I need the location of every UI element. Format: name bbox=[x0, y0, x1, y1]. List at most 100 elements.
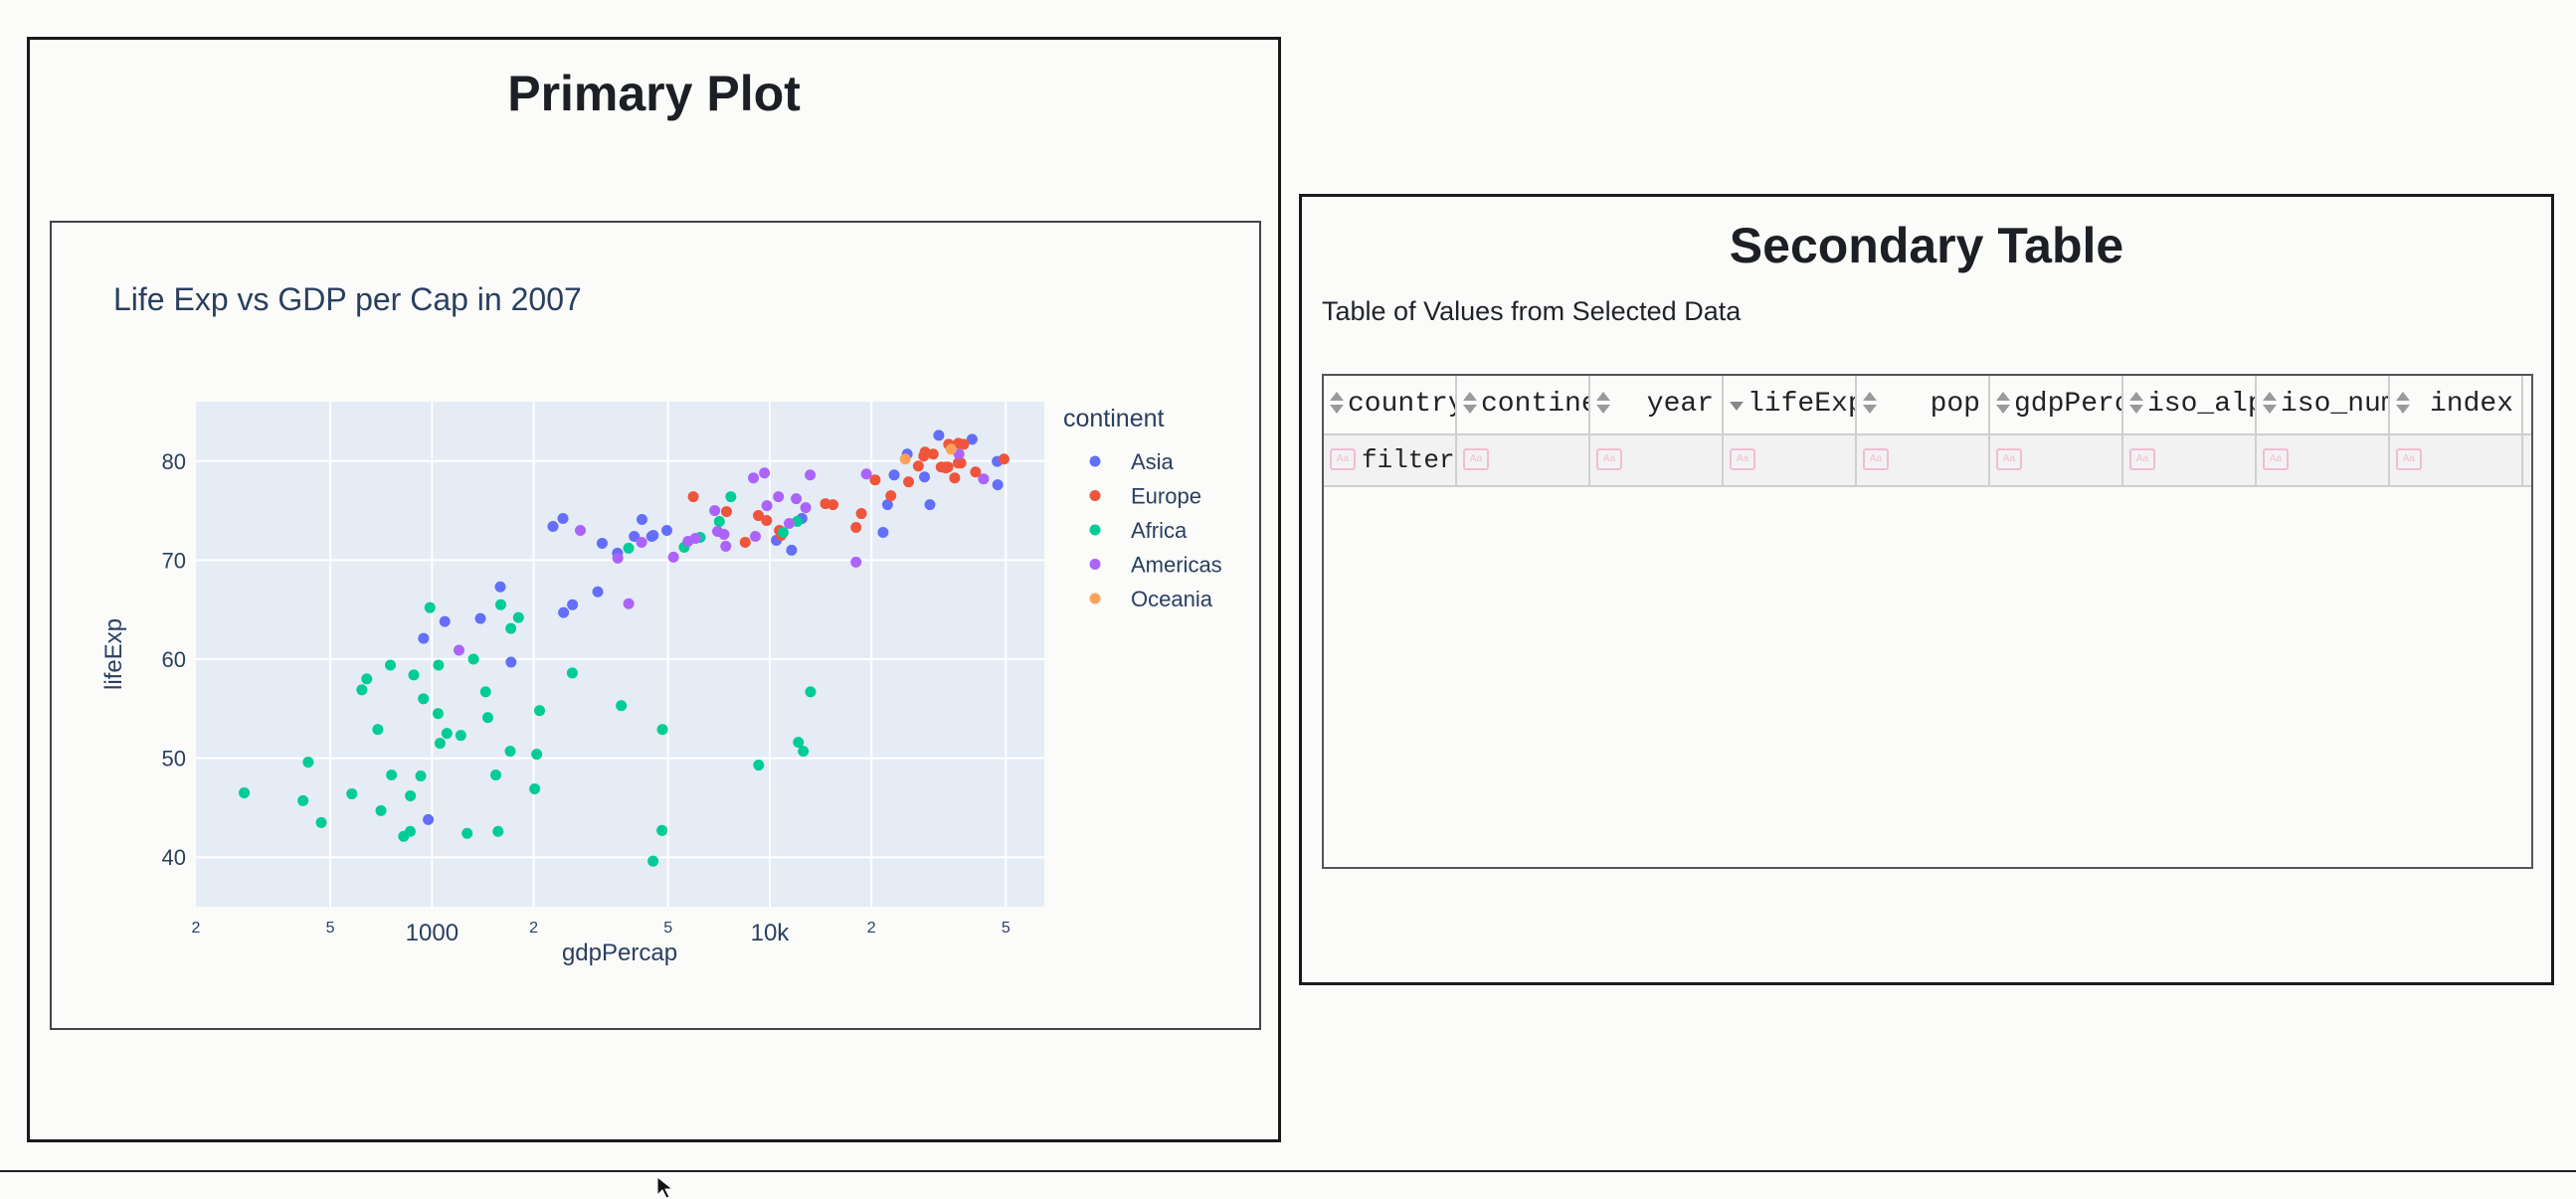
scatter-chart-svg[interactable]: Life Exp vs GDP per Cap in 2007 2 5 1000 2 5… bbox=[52, 223, 1259, 1028]
data-point-africa[interactable] bbox=[385, 659, 397, 671]
data-point-africa[interactable] bbox=[405, 789, 417, 801]
data-point-asia[interactable] bbox=[494, 581, 506, 593]
column-header-country[interactable]: country bbox=[1324, 376, 1457, 433]
data-point-africa[interactable] bbox=[372, 724, 384, 736]
data-point-africa[interactable] bbox=[404, 825, 416, 837]
column-header-iso-num[interactable]: iso_num bbox=[2257, 376, 2390, 433]
data-point-africa[interactable] bbox=[793, 737, 805, 749]
legend-marker-africa[interactable] bbox=[1089, 524, 1101, 536]
data-point-europe[interactable] bbox=[912, 460, 924, 472]
data-point-europe[interactable] bbox=[919, 446, 931, 458]
case-sensitive-icon[interactable]: Aa bbox=[1596, 448, 1622, 470]
data-point-europe[interactable] bbox=[903, 476, 915, 488]
data-point-asia[interactable] bbox=[557, 513, 569, 525]
data-point-americas[interactable] bbox=[759, 467, 771, 479]
data-point-americas[interactable] bbox=[860, 468, 872, 480]
data-point-africa[interactable] bbox=[375, 804, 387, 816]
data-point-americas[interactable] bbox=[682, 535, 694, 547]
data-point-africa[interactable] bbox=[415, 771, 427, 782]
data-point-africa[interactable] bbox=[623, 542, 635, 554]
data-point-africa[interactable] bbox=[647, 855, 659, 867]
legend-marker-asia[interactable] bbox=[1089, 455, 1101, 467]
sort-icon[interactable] bbox=[1996, 392, 2010, 418]
data-point-americas[interactable] bbox=[850, 556, 862, 568]
data-point-africa[interactable] bbox=[424, 601, 436, 613]
data-point-americas[interactable] bbox=[953, 448, 965, 460]
data-point-asia[interactable] bbox=[547, 521, 559, 533]
data-point-asia[interactable] bbox=[992, 479, 1004, 491]
data-point-asia[interactable] bbox=[933, 429, 945, 441]
sort-icon[interactable] bbox=[1863, 392, 1877, 418]
data-point-africa[interactable] bbox=[356, 684, 368, 696]
data-point-asia[interactable] bbox=[567, 599, 579, 610]
data-point-americas[interactable] bbox=[720, 540, 732, 552]
data-point-africa[interactable] bbox=[361, 673, 373, 685]
filter-cell-year[interactable]: Aa bbox=[1590, 435, 1724, 485]
case-sensitive-icon[interactable]: Aa bbox=[1463, 448, 1489, 470]
plot-area[interactable] bbox=[196, 402, 1044, 907]
case-sensitive-icon[interactable]: Aa bbox=[2263, 448, 2289, 470]
case-sensitive-icon[interactable]: Aa bbox=[1330, 448, 1356, 470]
data-point-africa[interactable] bbox=[467, 653, 479, 665]
data-point-europe[interactable] bbox=[998, 453, 1010, 465]
data-point-asia[interactable] bbox=[636, 514, 647, 526]
data-point-asia[interactable] bbox=[474, 612, 486, 624]
sort-icon[interactable] bbox=[1330, 392, 1344, 418]
column-header-continent[interactable]: continent bbox=[1457, 376, 1590, 433]
legend-marker-europe[interactable] bbox=[1089, 490, 1101, 501]
data-point-europe[interactable] bbox=[970, 466, 982, 478]
legend[interactable]: Asia Europe Africa Americas Oceania bbox=[1089, 449, 1222, 611]
case-sensitive-icon[interactable]: Aa bbox=[1996, 448, 2022, 470]
data-point-africa[interactable] bbox=[725, 491, 737, 503]
data-point-africa[interactable] bbox=[534, 705, 546, 717]
data-point-africa[interactable] bbox=[504, 746, 516, 758]
data-point-europe[interactable] bbox=[850, 522, 862, 534]
data-points[interactable] bbox=[239, 429, 1010, 867]
data-point-americas[interactable] bbox=[773, 491, 785, 503]
column-header-index[interactable]: index bbox=[2390, 376, 2523, 433]
sort-icon[interactable] bbox=[1463, 392, 1477, 418]
data-point-europe[interactable] bbox=[761, 515, 773, 527]
column-header-pop[interactable]: pop bbox=[1857, 376, 1990, 433]
data-point-asia[interactable] bbox=[877, 526, 889, 538]
data-point-americas[interactable] bbox=[783, 518, 795, 530]
data-point-europe[interactable] bbox=[949, 472, 961, 484]
legend-item-europe[interactable]: Europe bbox=[1131, 484, 1201, 509]
data-point-americas[interactable] bbox=[574, 524, 586, 536]
scatter-graph[interactable]: Life Exp vs GDP per Cap in 2007 2 5 1000 2 5… bbox=[50, 221, 1261, 1030]
data-point-asia[interactable] bbox=[592, 586, 604, 598]
data-point-europe[interactable] bbox=[869, 474, 881, 486]
data-point-europe[interactable] bbox=[720, 506, 732, 518]
data-point-africa[interactable] bbox=[346, 787, 358, 799]
legend-item-oceania[interactable]: Oceania bbox=[1131, 587, 1213, 611]
sort-icon[interactable] bbox=[2396, 392, 2410, 418]
data-point-asia[interactable] bbox=[596, 537, 608, 549]
data-point-africa[interactable] bbox=[481, 712, 493, 724]
data-point-asia[interactable] bbox=[423, 813, 435, 825]
data-point-africa[interactable] bbox=[805, 686, 817, 698]
sort-icon[interactable] bbox=[1596, 392, 1610, 418]
data-point-africa[interactable] bbox=[302, 757, 314, 769]
data-table[interactable]: country continent year lifeExp pop gdpPercap i… bbox=[1322, 374, 2533, 869]
data-point-africa[interactable] bbox=[494, 599, 506, 610]
data-point-europe[interactable] bbox=[828, 499, 839, 511]
data-point-europe[interactable] bbox=[958, 438, 970, 450]
data-point-africa[interactable] bbox=[490, 770, 502, 781]
legend-item-asia[interactable]: Asia bbox=[1131, 449, 1175, 474]
data-point-africa[interactable] bbox=[408, 669, 420, 681]
data-point-europe[interactable] bbox=[739, 536, 751, 548]
data-point-americas[interactable] bbox=[667, 551, 679, 563]
data-point-europe[interactable] bbox=[885, 490, 897, 502]
data-point-asia[interactable] bbox=[558, 606, 570, 618]
data-point-africa[interactable] bbox=[461, 827, 473, 839]
filter-cell-iso-alpha[interactable]: Aa bbox=[2123, 435, 2257, 485]
data-point-asia[interactable] bbox=[966, 433, 978, 445]
data-point-africa[interactable] bbox=[529, 782, 541, 794]
data-point-europe[interactable] bbox=[687, 491, 699, 503]
data-point-africa[interactable] bbox=[753, 760, 765, 771]
filter-cell-continent[interactable]: Aa bbox=[1457, 435, 1590, 485]
data-point-africa[interactable] bbox=[566, 667, 578, 679]
data-point-africa[interactable] bbox=[492, 825, 504, 837]
data-point-americas[interactable] bbox=[791, 493, 803, 505]
data-point-europe[interactable] bbox=[927, 448, 939, 460]
